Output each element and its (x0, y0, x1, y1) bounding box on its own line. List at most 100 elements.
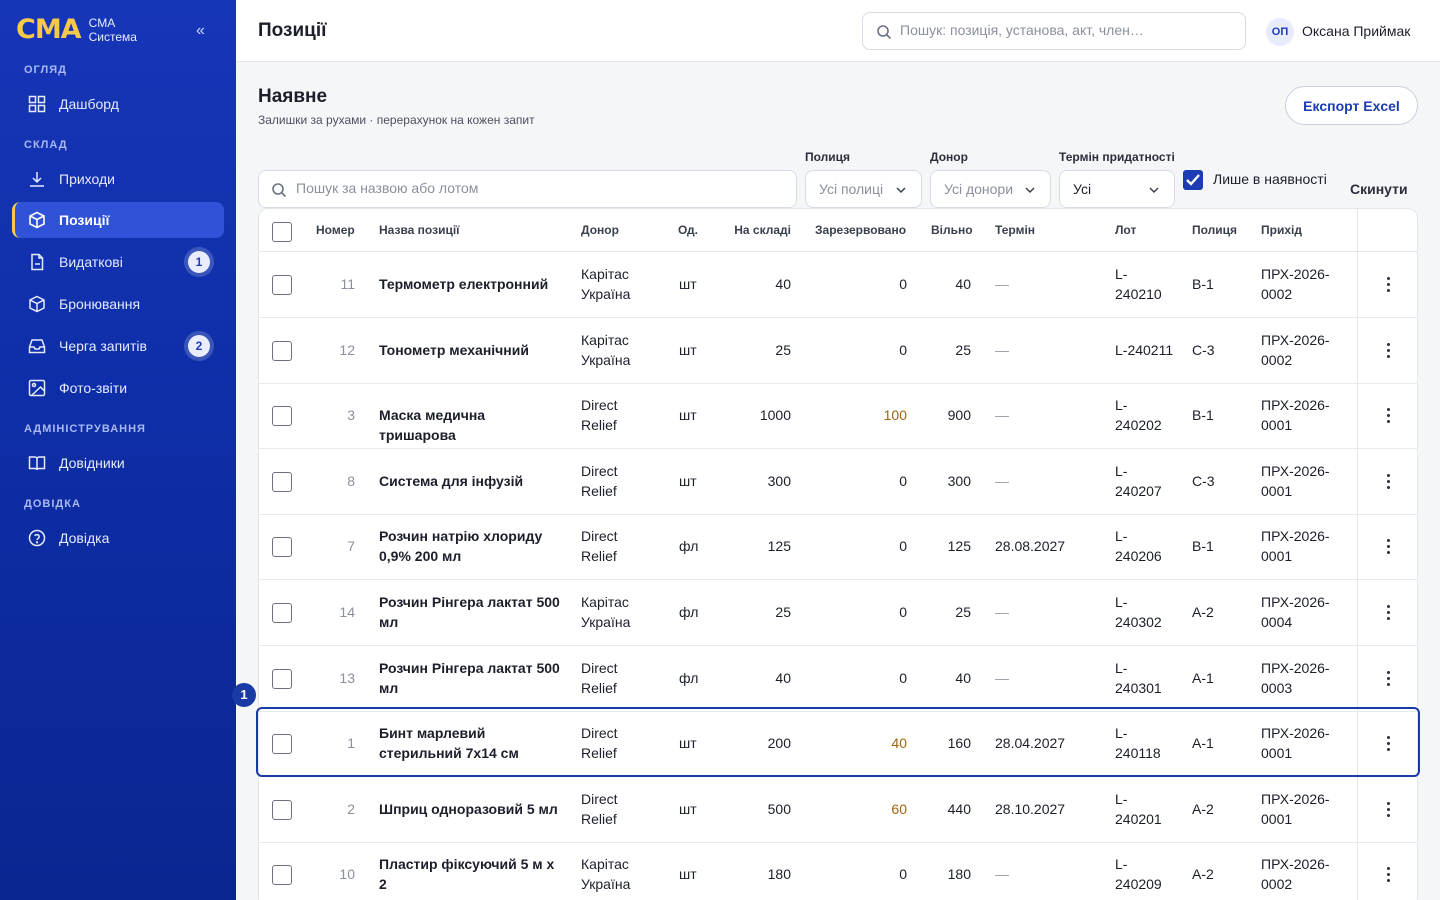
shelf-filter-select[interactable]: Усі полиці (805, 170, 922, 208)
sidebar-item-expenses[interactable]: Видаткові 1 (12, 244, 224, 280)
row-checkbox[interactable] (272, 800, 292, 820)
table-row[interactable]: 2 Шприц одноразовий 5 мл Direct Relief шт 500… (259, 777, 1417, 843)
row-checkbox[interactable] (272, 406, 292, 426)
row-number: 2 (347, 801, 355, 817)
column-header-stock[interactable]: На складі (734, 223, 791, 237)
collapse-sidebar-button[interactable]: « (196, 22, 205, 39)
column-header-lot[interactable]: Лот (1115, 223, 1137, 237)
item-name: Тонометр механічний (379, 342, 529, 358)
reserved-qty: 0 (899, 276, 907, 292)
row-checkbox[interactable] (272, 669, 292, 689)
donor: Карітас Україна (581, 332, 631, 368)
table-row[interactable]: 11 Термометр електронний Карітас Україна шт 4… (259, 252, 1417, 318)
section-overview: ОГЛЯД (24, 64, 67, 76)
sidebar-item-dashboard[interactable]: Дашборд (12, 86, 224, 122)
row-checkbox[interactable] (272, 537, 292, 557)
table-row[interactable]: 8 Система для інфузій Direct Relief шт 300 0 30… (259, 449, 1417, 515)
global-search[interactable] (862, 12, 1246, 50)
table-row[interactable]: 12 Тонометр механічний Карітас Україна шт 25 0… (259, 318, 1417, 384)
row-menu-icon[interactable] (1379, 799, 1397, 821)
donor: Direct Relief (581, 660, 618, 696)
receipt: ПРХ-2026- 0004 (1261, 594, 1330, 630)
row-checkbox[interactable] (272, 341, 292, 361)
book-icon (28, 456, 46, 471)
sidebar-item-photo-reports[interactable]: Фото-звіти (12, 370, 224, 406)
receipt: ПРХ-2026- 0001 (1261, 397, 1330, 433)
stock-qty: 300 (767, 473, 791, 489)
section-subtitle: Залишки за рухами · перерахунок на кожен… (258, 113, 535, 127)
expiry-date: — (995, 473, 1009, 489)
lot: L- 240118 (1115, 725, 1161, 761)
sidebar-item-label: Видаткові (59, 254, 123, 270)
items-table: Номер Назва позиції Донор Од. На складі … (258, 208, 1418, 900)
in-stock-label[interactable]: Лише в наявності (1213, 171, 1327, 187)
expiry-filter-select[interactable]: Усі (1059, 170, 1175, 208)
shelf-filter-label: Полиця (805, 150, 851, 164)
lot: L- 240207 (1115, 463, 1162, 499)
row-menu-icon[interactable] (1379, 471, 1397, 493)
section-help: ДОВІДКА (24, 498, 81, 510)
row-menu-icon[interactable] (1379, 536, 1397, 558)
reserved-qty: 100 (883, 407, 907, 423)
sidebar-item-reservations[interactable]: Бронювання (12, 286, 224, 322)
row-menu-icon[interactable] (1379, 405, 1397, 427)
expiry-date: — (995, 866, 1009, 882)
lot: L- 240301 (1115, 660, 1162, 696)
export-excel-button[interactable]: Експорт Excel (1285, 86, 1418, 125)
item-name: Шприц одноразовий 5 мл (379, 801, 558, 817)
donor: Direct Relief (581, 528, 618, 564)
row-menu-icon[interactable] (1379, 733, 1397, 755)
table-row[interactable]: 10 Пластир фіксуючий 5 м х 2см КарітасУкра… (259, 842, 1417, 900)
user-name[interactable]: Оксана Приймак (1302, 23, 1411, 39)
row-menu-icon[interactable] (1379, 602, 1397, 624)
sidebar-item-label: Дашборд (59, 96, 119, 112)
section-title: Наявне (258, 86, 328, 107)
table-row[interactable]: 14 Розчин Рінгера лактат 500 мл Карітас Укра… (259, 580, 1417, 646)
table-row[interactable]: 1 Бинт марлевий стерильний 7х14 см Direct Re… (259, 711, 1417, 777)
row-menu-icon[interactable] (1379, 668, 1397, 690)
row-menu-icon[interactable] (1379, 340, 1397, 362)
column-header-receipt[interactable]: Прихід (1261, 223, 1302, 237)
row-menu-icon[interactable] (1379, 274, 1397, 296)
sidebar-item-items[interactable]: Позиції (12, 202, 224, 238)
row-checkbox[interactable] (272, 734, 292, 754)
free-qty: 900 (947, 407, 971, 423)
sidebar-item-directories[interactable]: Довідники (12, 445, 224, 481)
item-name: Розчин Рінгера лактат 500 мл (379, 594, 560, 630)
table-row[interactable]: 3 Маска медична тришарова Direct Relief шт 10… (259, 383, 1417, 449)
receipt: ПРХ-2026- 0002 (1261, 856, 1330, 892)
global-search-input[interactable] (900, 22, 1230, 38)
column-header-donor[interactable]: Донор (581, 223, 619, 237)
row-menu-icon[interactable] (1379, 864, 1397, 886)
brand[interactable]: CMA CMA Система (16, 14, 137, 45)
donor-filter-select[interactable]: Усі донори (930, 170, 1051, 208)
section-warehouse: СКЛАД (24, 139, 68, 151)
row-checkbox[interactable] (272, 603, 292, 623)
column-header-term[interactable]: Термін (995, 223, 1036, 237)
donor: Direct Relief (581, 397, 618, 433)
table-row[interactable]: 13 Розчин Рінгера лактат 500 мл Direct Relie… (259, 646, 1417, 712)
column-header-free[interactable]: Вільно (931, 223, 973, 237)
row-checkbox[interactable] (272, 275, 292, 295)
sidebar-item-receipts[interactable]: Приходи (12, 161, 224, 197)
column-header-reserved[interactable]: Зарезервовано (815, 223, 907, 237)
list-search[interactable] (258, 170, 797, 208)
column-header-number[interactable]: Номер (316, 223, 355, 237)
sidebar-item-request-queue[interactable]: Черга запитів 2 (12, 328, 224, 364)
column-header-name[interactable]: Назва позиції (379, 223, 460, 237)
column-header-unit[interactable]: Од. (678, 223, 698, 237)
select-all-checkbox[interactable] (272, 222, 292, 242)
avatar[interactable]: ОП (1266, 18, 1294, 46)
table-row[interactable]: 7 Розчин натрію хлориду 0,9% 200 мл Direct R… (259, 514, 1417, 580)
reset-filters-button[interactable]: Скинути (1350, 181, 1408, 197)
sidebar: CMA CMA Система « ОГЛЯД Дашборд СКЛАД Пр… (0, 0, 236, 900)
in-stock-checkbox[interactable] (1183, 170, 1203, 190)
column-header-shelf[interactable]: Полиця (1192, 223, 1238, 237)
sidebar-item-help[interactable]: Довідка (12, 520, 224, 556)
list-search-input[interactable] (296, 180, 776, 196)
checkmark-icon (1186, 174, 1200, 186)
row-checkbox[interactable] (272, 865, 292, 885)
row-checkbox[interactable] (272, 472, 292, 492)
lot: L- 240201 (1115, 791, 1162, 827)
lot: L- 240210 (1115, 266, 1162, 302)
